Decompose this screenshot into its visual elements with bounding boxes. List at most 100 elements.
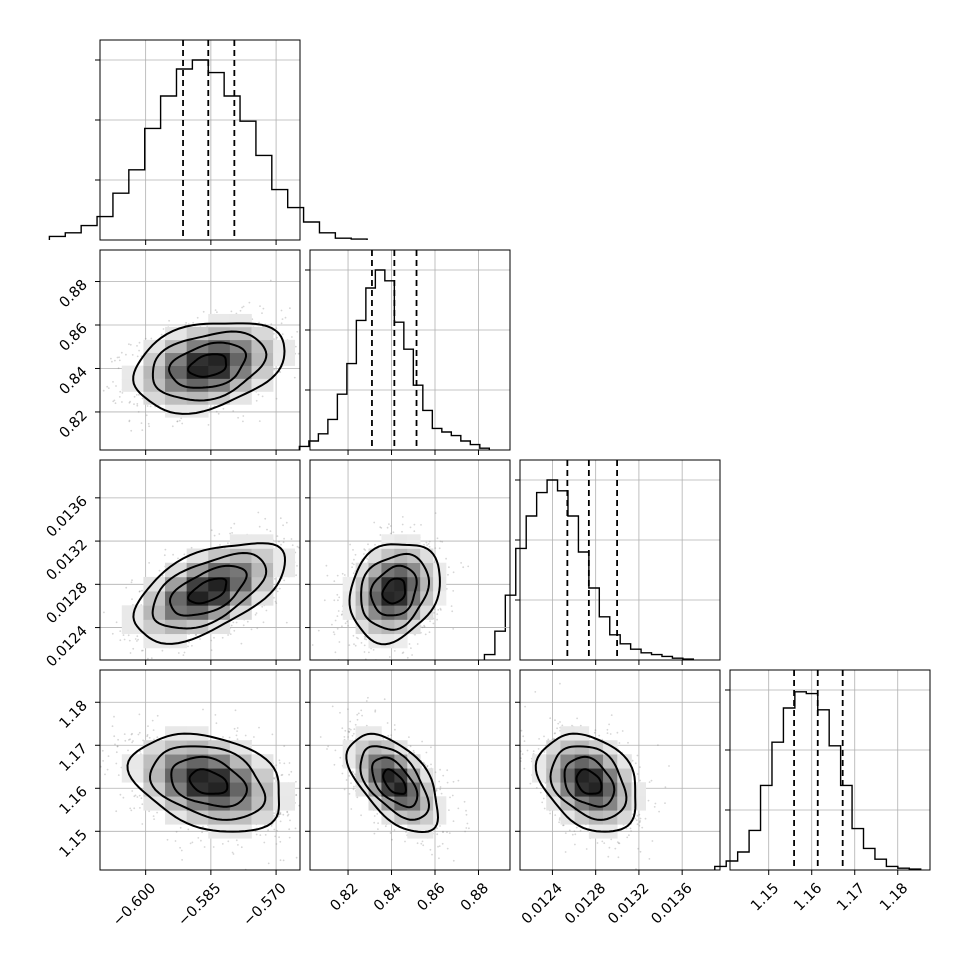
scatter-point <box>332 631 335 633</box>
scatter-point <box>276 590 279 593</box>
scatter-point <box>352 549 354 551</box>
scatter-point <box>239 309 242 312</box>
contour-0 <box>187 577 228 605</box>
scatter-point <box>334 619 337 622</box>
scatter-point <box>273 777 276 780</box>
scatter-point <box>281 333 284 335</box>
scatter-point <box>191 644 193 647</box>
scatter-point <box>279 813 282 815</box>
contour-2 <box>151 330 268 402</box>
scatter-point <box>336 615 339 617</box>
scatter-point <box>180 417 183 420</box>
scatter-point <box>414 633 416 636</box>
scatter-point <box>118 359 121 362</box>
scatter-point <box>240 846 243 849</box>
scatter-point <box>118 396 121 398</box>
scatter-point <box>363 638 366 640</box>
scatter-point <box>242 415 245 417</box>
scatter-point <box>233 522 236 525</box>
scatter-point <box>340 614 343 616</box>
scatter-point <box>439 607 442 610</box>
scatter-point <box>144 337 147 340</box>
scatter-point <box>148 810 151 813</box>
scatter-point <box>380 527 383 529</box>
scatter-point <box>136 635 139 638</box>
scatter-point <box>176 420 179 423</box>
scatter-point <box>103 611 105 614</box>
scatter-point <box>351 562 354 565</box>
scatter-point <box>279 859 282 862</box>
scatter-point <box>304 556 306 558</box>
scatter-point <box>141 823 144 825</box>
scatter-point <box>257 393 260 396</box>
scatter-point <box>285 621 288 624</box>
scatter-point <box>136 404 139 407</box>
scatter-point <box>434 547 437 549</box>
scatter-point <box>95 669 97 671</box>
scatter-point <box>389 532 392 535</box>
scatter-point <box>291 336 293 338</box>
scatter-point <box>321 316 323 318</box>
scatter-point <box>283 579 286 582</box>
scatter-point <box>174 840 177 842</box>
scatter-point <box>301 551 303 553</box>
scatter-point <box>179 826 182 829</box>
scatter-point <box>424 633 427 636</box>
scatter-point <box>346 620 349 623</box>
scatter-point <box>467 565 470 568</box>
contour-3 <box>132 542 287 645</box>
density-cell <box>407 576 421 592</box>
scatter-point <box>177 652 180 654</box>
scatter-point <box>288 773 290 776</box>
density-cell <box>121 378 144 392</box>
scatter-point <box>296 330 299 333</box>
scatter-point <box>353 558 355 561</box>
scatter-point <box>294 345 297 348</box>
scatter-point <box>373 521 376 524</box>
density-cell <box>186 378 209 392</box>
scatter-point <box>379 526 382 528</box>
scatter-point <box>146 405 149 407</box>
scatter-point <box>202 708 204 711</box>
scatter-point <box>423 624 425 627</box>
scatter-point <box>274 600 277 603</box>
scatter-point <box>119 639 122 642</box>
scatter-point <box>283 537 285 540</box>
scatter-point <box>149 405 152 408</box>
scatter-point <box>280 543 282 546</box>
scatter-point <box>236 738 239 741</box>
scatter-point <box>235 312 238 315</box>
scatter-point <box>295 574 297 577</box>
scatter-point <box>132 647 135 650</box>
scatter-point <box>229 633 232 635</box>
scatter-point <box>259 305 261 307</box>
scatter-point <box>162 328 165 330</box>
scatter-point <box>366 557 368 560</box>
scatter-point <box>295 856 298 859</box>
scatter-point <box>242 624 245 627</box>
density-cell <box>186 391 209 405</box>
contour-1 <box>167 341 247 389</box>
scatter-point <box>266 528 268 531</box>
scatter-point <box>136 403 139 405</box>
scatter-point <box>301 794 303 796</box>
scatter-point <box>372 649 375 651</box>
scatter-point <box>232 621 235 624</box>
scatter-point <box>388 656 391 658</box>
scatter-point <box>172 553 175 556</box>
scatter-point <box>341 625 343 628</box>
scatter-point <box>255 833 258 836</box>
scatter-point <box>119 390 122 393</box>
scatter-point <box>89 381 91 383</box>
scatter-point <box>344 622 347 625</box>
scatter-point <box>112 381 114 383</box>
scatter-point <box>163 661 165 663</box>
scatter-point <box>55 382 57 384</box>
scatter-point <box>392 531 395 534</box>
scatter-point <box>136 355 139 358</box>
scatter-point <box>347 624 349 627</box>
scatter-point <box>363 548 366 550</box>
scatter-point <box>123 638 126 641</box>
scatter-point <box>86 624 88 626</box>
contour-0 <box>187 353 228 378</box>
